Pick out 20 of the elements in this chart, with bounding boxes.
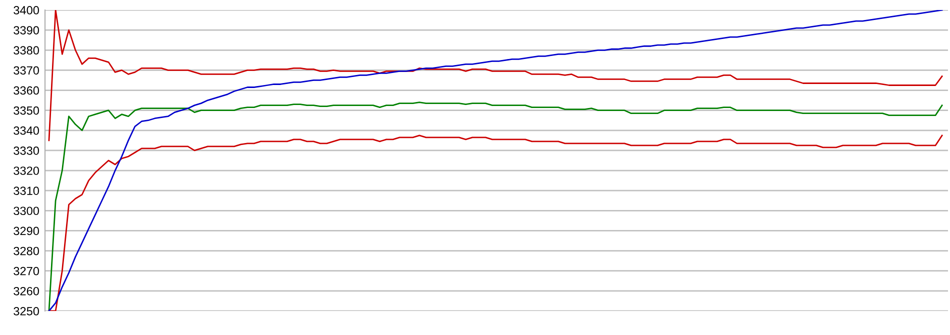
line-series <box>48 134 943 311</box>
y-tick-label: 3400 <box>14 6 39 14</box>
y-tick-label: 3270 <box>14 266 39 276</box>
y-tick-label: 3320 <box>14 166 39 175</box>
line-series <box>48 10 943 142</box>
y-tick-label: 3390 <box>14 26 39 34</box>
y-tick-label: 3290 <box>14 226 39 236</box>
line-series <box>48 102 943 311</box>
y-tick-label: 3280 <box>14 246 39 256</box>
line-series <box>48 10 943 311</box>
y-tick-label: 3380 <box>14 46 39 55</box>
y-tick-label: 3370 <box>14 66 39 75</box>
y-tick-label: 3360 <box>14 86 39 95</box>
y-tick-label: 3330 <box>14 146 39 155</box>
y-tick-label: 3300 <box>14 206 39 216</box>
y-tick-label: 3260 <box>14 286 39 296</box>
y-tick-label: 3310 <box>14 186 39 195</box>
y-tick-label: 3340 <box>14 126 39 135</box>
y-tick-label: 3350 <box>14 106 39 115</box>
y-tick-label: 3250 <box>14 307 39 316</box>
